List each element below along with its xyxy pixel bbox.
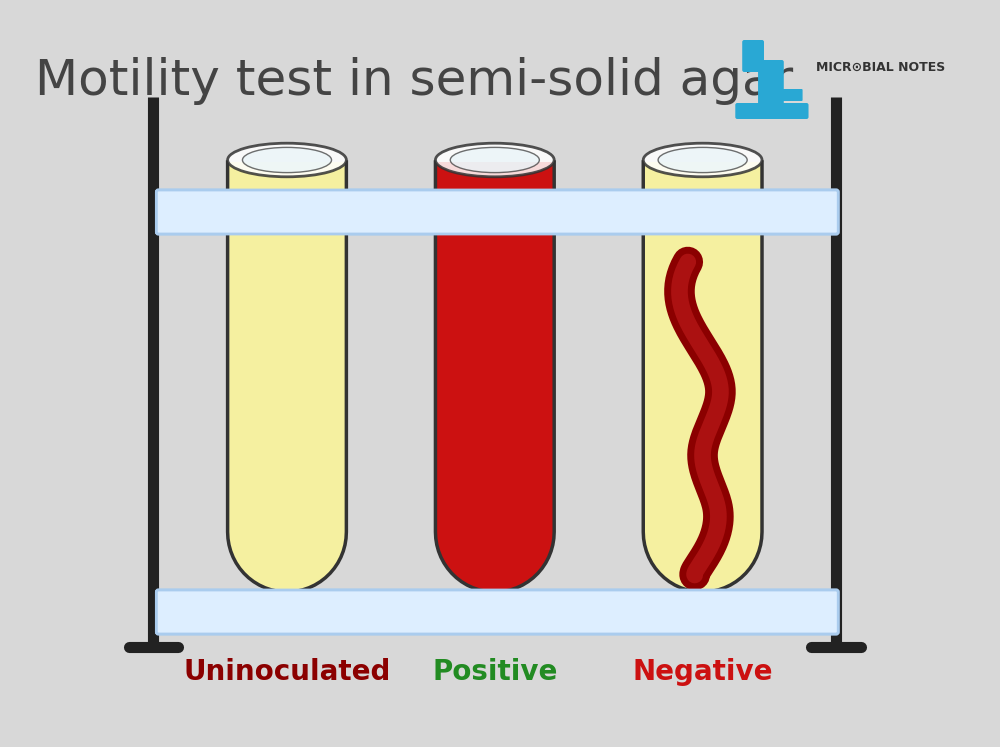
FancyBboxPatch shape <box>758 60 784 119</box>
Ellipse shape <box>242 147 332 173</box>
FancyBboxPatch shape <box>156 590 838 634</box>
FancyBboxPatch shape <box>156 190 838 234</box>
Polygon shape <box>435 162 554 592</box>
FancyBboxPatch shape <box>156 190 838 234</box>
Text: Negative: Negative <box>632 658 773 686</box>
Ellipse shape <box>228 143 346 177</box>
Polygon shape <box>228 162 346 592</box>
Text: Motility test in semi-solid agar: Motility test in semi-solid agar <box>35 57 793 105</box>
Text: MICR⊙BIAL NOTES: MICR⊙BIAL NOTES <box>816 61 946 73</box>
Ellipse shape <box>643 143 762 177</box>
Ellipse shape <box>435 143 554 177</box>
FancyBboxPatch shape <box>779 89 803 101</box>
FancyBboxPatch shape <box>156 590 838 634</box>
Text: Uninoculated: Uninoculated <box>183 658 391 686</box>
Text: Positive: Positive <box>432 658 558 686</box>
Ellipse shape <box>658 147 747 173</box>
FancyBboxPatch shape <box>742 40 764 72</box>
FancyBboxPatch shape <box>735 103 809 119</box>
Ellipse shape <box>450 147 539 173</box>
Polygon shape <box>643 162 762 592</box>
